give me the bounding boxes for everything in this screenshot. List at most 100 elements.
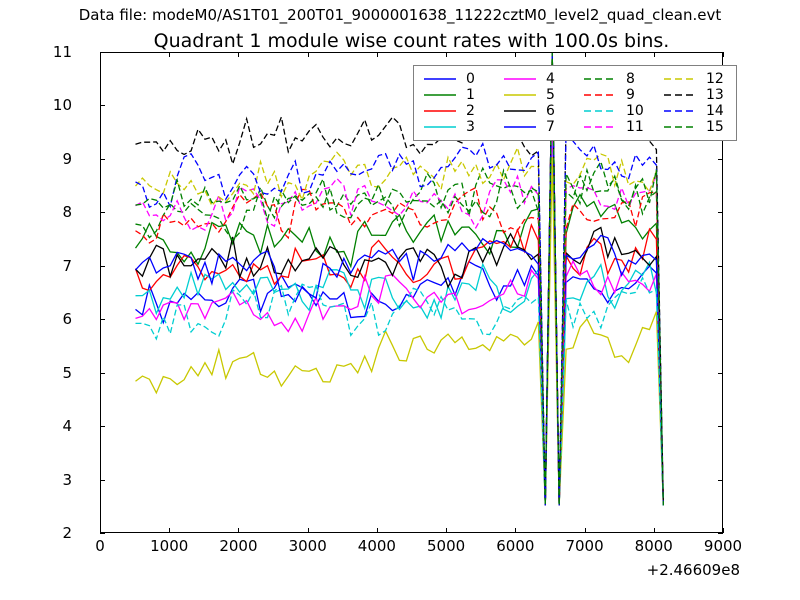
x-tick-mark: [653, 528, 655, 533]
series-line-14: [135, 53, 664, 506]
y-tick-mark: [100, 533, 105, 534]
legend-swatch-14: [662, 103, 706, 119]
x-tick-mark: [376, 52, 378, 57]
legend-line-icon: [664, 110, 696, 112]
x-tick-label: 3000: [288, 537, 327, 555]
y-tick-mark: [100, 158, 105, 160]
x-tick-label: 1000: [150, 537, 189, 555]
y-tick-label: 2: [62, 524, 72, 542]
legend-label-12: 12: [706, 71, 724, 87]
legend-line-icon: [664, 94, 696, 96]
series-line-12: [135, 53, 664, 506]
legend-label-2: 2: [466, 103, 475, 119]
legend-label-15: 15: [706, 119, 724, 135]
legend-swatch-2: [422, 103, 466, 119]
y-tick-mark: [100, 372, 105, 374]
x-tick-label: 9000: [703, 537, 743, 555]
x-tick-label: 0: [95, 537, 105, 555]
x-tick-mark: [446, 52, 448, 57]
legend-row: 1 5 9 13: [422, 87, 728, 103]
x-tick-label: 5000: [427, 537, 466, 555]
legend-line-icon: [504, 94, 536, 96]
legend-line-icon: [664, 78, 696, 80]
x-tick-mark: [584, 528, 586, 533]
series-line-8: [135, 53, 664, 506]
y-tick-mark: [718, 52, 723, 53]
y-tick-label: 11: [52, 43, 72, 61]
legend-row: 3 7 11 15: [422, 119, 728, 135]
y-tick-label: 3: [62, 470, 72, 489]
series-line-9: [135, 53, 664, 506]
y-tick-mark: [718, 372, 723, 374]
x-tick-mark: [307, 528, 309, 533]
x-tick-mark: [238, 52, 240, 57]
legend-label-1: 1: [466, 87, 475, 103]
series-line-4: [135, 108, 664, 506]
legend-line-icon: [584, 126, 616, 128]
legend-label-7: 7: [546, 119, 555, 135]
series-line-0: [135, 110, 664, 506]
legend-swatch-7: [502, 119, 546, 135]
x-tick-mark: [723, 52, 724, 57]
y-tick-mark: [100, 426, 105, 428]
legend-swatch-3: [422, 119, 466, 135]
legend-line-icon: [504, 110, 536, 112]
y-tick-mark: [718, 319, 723, 321]
data-file-caption: Data file: modeM0/AS1T01_200T01_90000016…: [78, 6, 722, 24]
legend-label-10: 10: [626, 103, 644, 119]
series-line-10: [135, 78, 664, 506]
legend-swatch-13: [662, 87, 706, 103]
x-tick-label: 6000: [496, 537, 535, 555]
y-tick-label: 10: [52, 96, 72, 115]
y-tick-mark: [100, 105, 105, 107]
legend-line-icon: [424, 126, 456, 128]
y-tick-mark: [718, 426, 723, 428]
legend-label-0: 0: [466, 71, 475, 87]
x-tick-mark: [307, 52, 309, 57]
x-tick-label: 7000: [565, 537, 604, 555]
legend-label-4: 4: [546, 71, 555, 87]
legend-label-6: 6: [546, 103, 555, 119]
series-line-2: [134, 71, 664, 506]
legend-line-icon: [584, 110, 616, 112]
y-tick-label: 7: [62, 256, 72, 275]
series-line-3: [135, 89, 664, 506]
series-line-6: [135, 53, 664, 506]
y-tick-mark: [718, 158, 723, 160]
legend-line-icon: [424, 78, 456, 80]
legend-swatch-8: [582, 71, 626, 87]
y-tick-label: 6: [62, 310, 72, 329]
y-tick-mark: [100, 479, 105, 481]
series-line-15: [135, 53, 664, 506]
legend-table: 0 4 8 12 1 5 9 13 2 6 10 14 3 7 11 15: [422, 71, 728, 135]
series-canvas: [134, 53, 664, 506]
x-tick-mark: [100, 528, 101, 533]
y-tick-mark: [718, 265, 723, 267]
x-axis-offset-label: +2.46609e8: [646, 561, 740, 579]
x-tick-label: 4000: [357, 537, 396, 555]
legend-swatch-15: [662, 119, 706, 135]
y-tick-label: 4: [62, 417, 72, 436]
legend-swatch-12: [662, 71, 706, 87]
y-tick-label: 5: [62, 363, 72, 382]
x-tick-mark: [376, 528, 378, 533]
legend-line-icon: [504, 78, 536, 80]
x-tick-mark: [238, 528, 240, 533]
y-tick-mark: [718, 533, 723, 534]
legend-line-icon: [584, 78, 616, 80]
y-tick-mark: [100, 52, 105, 53]
series-line-7: [135, 53, 664, 506]
legend-swatch-5: [502, 87, 546, 103]
y-tick-mark: [718, 212, 723, 214]
legend-line-icon: [424, 110, 456, 112]
legend-swatch-10: [582, 103, 626, 119]
x-tick-mark: [515, 52, 517, 57]
x-tick-label: 2000: [219, 537, 258, 555]
legend-swatch-1: [422, 87, 466, 103]
plot-title: Quadrant 1 module wise count rates with …: [153, 30, 670, 52]
legend-label-14: 14: [706, 103, 724, 119]
legend-swatch-9: [582, 87, 626, 103]
x-tick-mark: [100, 52, 101, 57]
legend-label-8: 8: [626, 71, 635, 87]
